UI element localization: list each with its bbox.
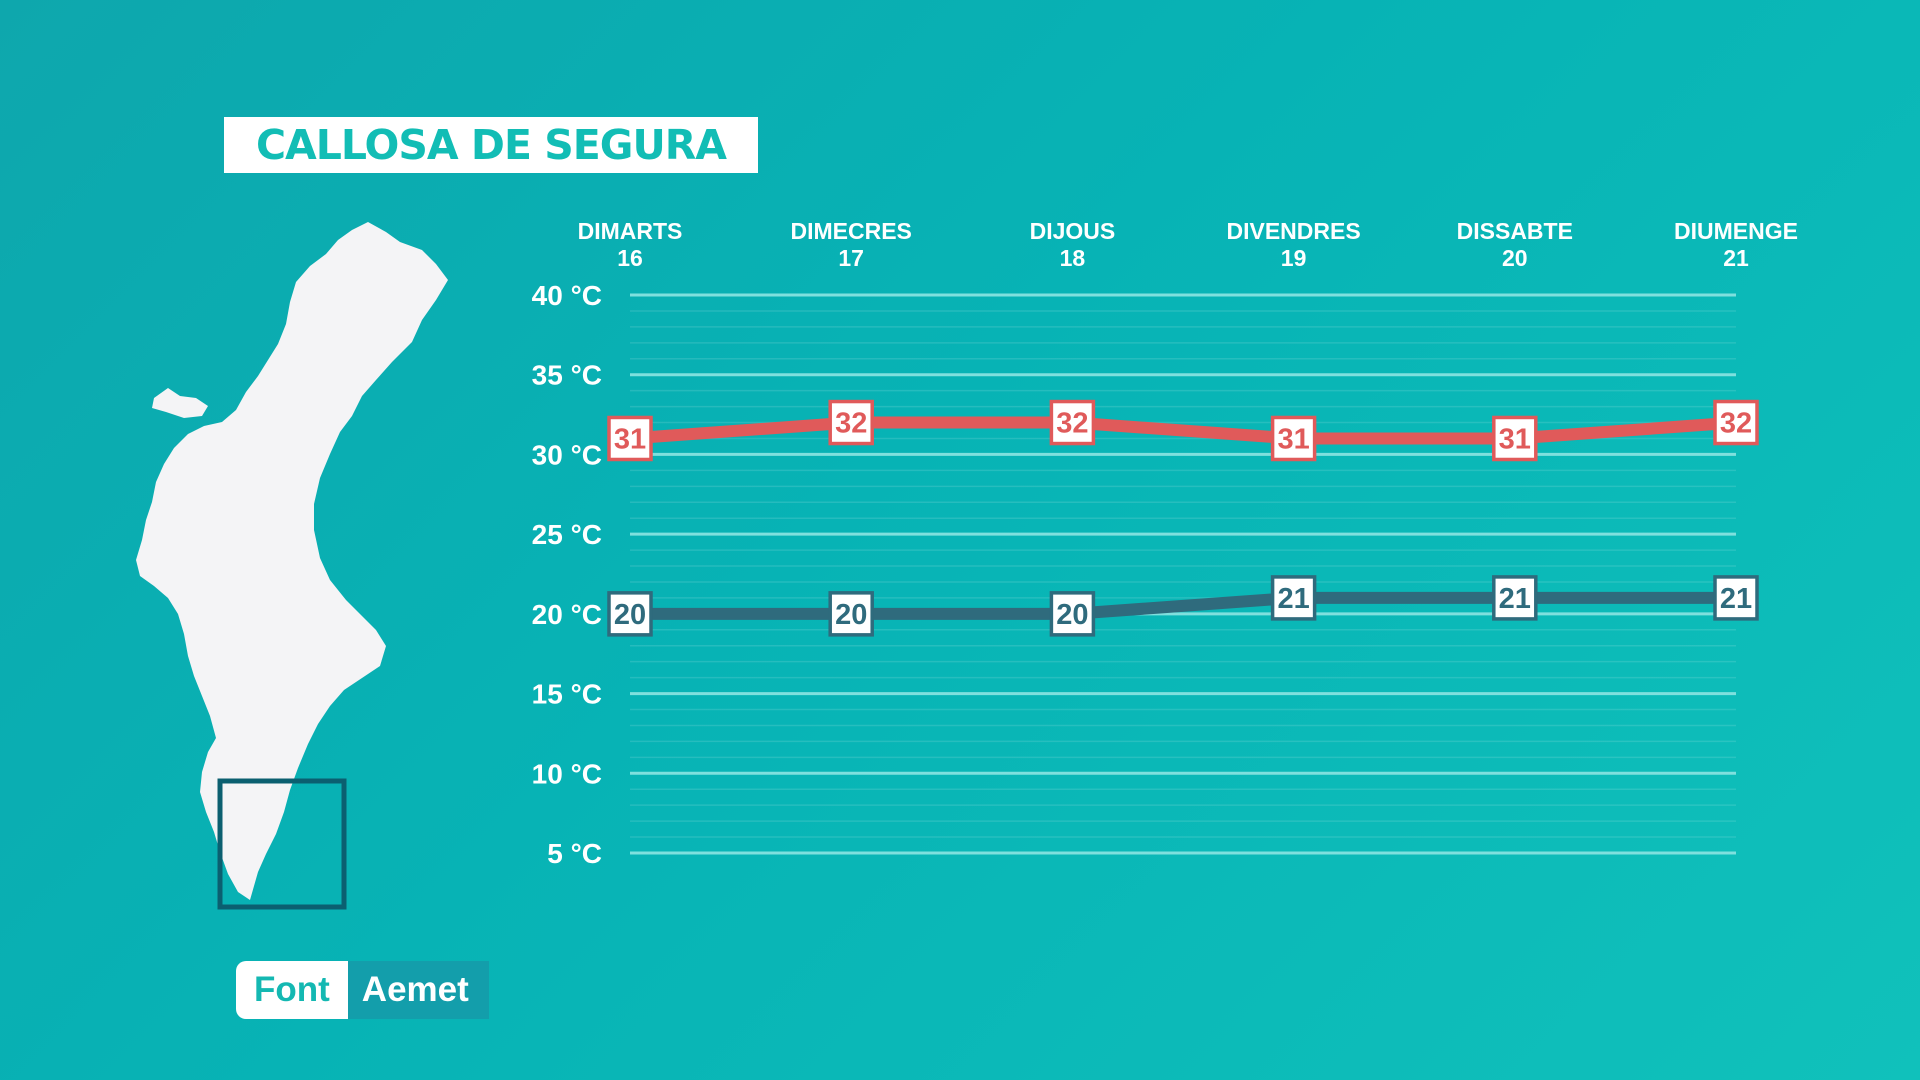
data-point-marker xyxy=(1270,415,1317,462)
y-tick-label: 25 °C xyxy=(532,519,602,550)
day-name-label: DIVENDRES xyxy=(1226,218,1360,244)
page-title: CALLOSA DE SEGURA xyxy=(255,121,727,169)
data-point-marker xyxy=(828,591,874,637)
y-tick-label: 20 °C xyxy=(532,599,602,630)
data-point-marker xyxy=(607,591,653,637)
data-point-label: 31 xyxy=(614,423,646,455)
day-name-label: DIJOUS xyxy=(1030,218,1116,244)
data-point-label: 21 xyxy=(1277,583,1309,615)
data-point-label: 21 xyxy=(1499,583,1531,615)
data-point-label: 20 xyxy=(835,599,867,631)
data-point-label: 31 xyxy=(1277,423,1309,455)
source-value: Aemet xyxy=(347,961,489,1019)
map-island xyxy=(152,388,208,418)
data-point-label: 31 xyxy=(1499,423,1531,455)
day-date-label: 21 xyxy=(1723,245,1749,271)
data-point-marker xyxy=(607,415,653,462)
data-point-marker xyxy=(828,399,874,446)
day-date-label: 16 xyxy=(617,245,643,271)
series-line xyxy=(624,591,1742,620)
day-date-label: 18 xyxy=(1060,245,1086,271)
series-line xyxy=(624,416,1742,445)
day-date-label: 19 xyxy=(1281,245,1307,271)
data-point-marker xyxy=(1049,399,1096,446)
day-date-label: 17 xyxy=(838,245,864,271)
day-name-label: DIUMENGE xyxy=(1674,218,1798,244)
day-name-label: DISSABTE xyxy=(1457,218,1573,244)
data-point-marker xyxy=(1049,591,1096,637)
source-label: Font xyxy=(236,961,348,1019)
data-point-marker xyxy=(1492,575,1538,621)
minor-gridlines xyxy=(630,310,1736,838)
data-point-label: 20 xyxy=(614,599,646,631)
series-layer: 31 32 32 31 31 32 20 20 20 21 21 21 xyxy=(607,399,1759,637)
y-tick-label: 35 °C xyxy=(532,360,602,391)
data-point-label: 32 xyxy=(1056,408,1088,440)
data-point-label: 21 xyxy=(1720,583,1752,615)
y-tick-label: 40 °C xyxy=(532,280,602,311)
day-name-label: DIMARTS xyxy=(578,218,683,244)
data-point-marker xyxy=(1713,575,1759,621)
y-tick-label: 15 °C xyxy=(532,679,602,710)
y-tick-label: 10 °C xyxy=(532,758,602,789)
data-point-marker xyxy=(1492,415,1538,462)
region-highlight-box xyxy=(217,778,347,910)
major-gridlines xyxy=(630,293,1736,855)
y-axis-ticks: 40 °C 35 °C 30 °C 25 °C 20 °C 15 °C 10 °C 5 °C xyxy=(532,280,602,869)
data-point-marker xyxy=(1270,575,1317,621)
source-credit: Font Aemet xyxy=(236,961,489,1019)
y-tick-label: 30 °C xyxy=(532,439,602,470)
title-banner: CALLOSA DE SEGURA xyxy=(224,117,758,173)
day-name-label: DIMECRES xyxy=(790,218,911,244)
data-point-marker xyxy=(1713,399,1759,446)
data-point-label: 32 xyxy=(1720,408,1752,440)
day-date-label: 20 xyxy=(1502,245,1528,271)
region-map xyxy=(136,222,448,910)
data-point-label: 20 xyxy=(1056,599,1088,631)
map-shape xyxy=(136,222,448,900)
data-point-label: 32 xyxy=(835,408,867,440)
y-tick-label: 5 °C xyxy=(547,838,602,869)
valencian-community-map-icon xyxy=(130,220,490,920)
